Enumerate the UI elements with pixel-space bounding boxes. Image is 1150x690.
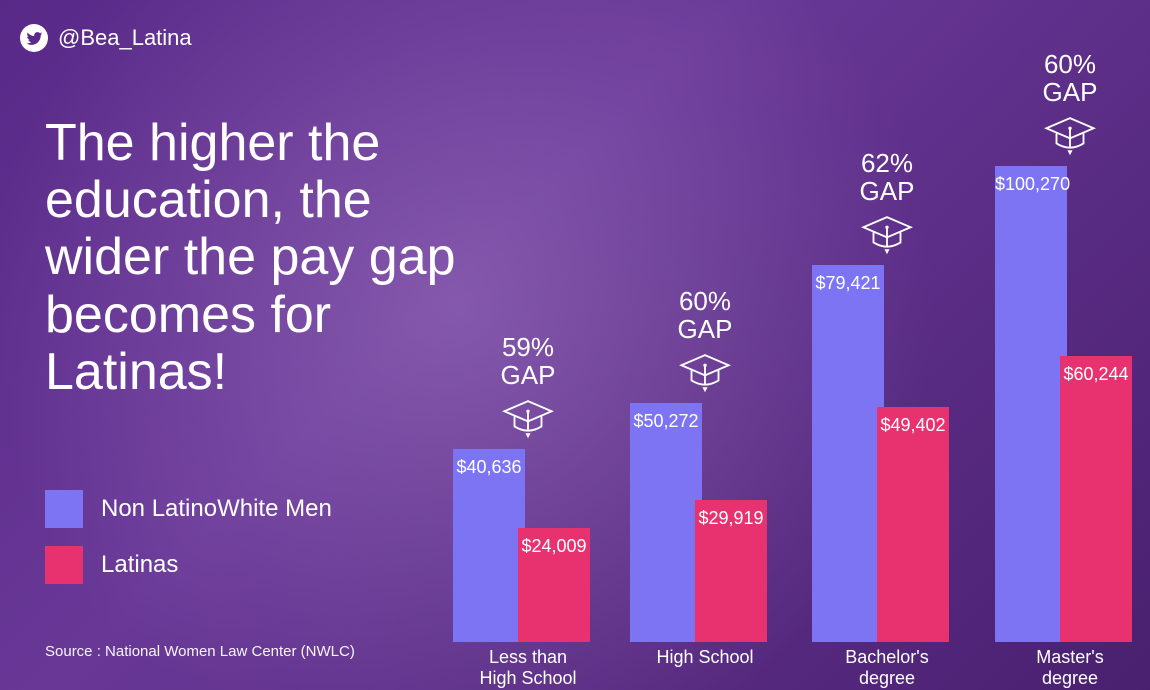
bar-latinas: $29,919 (695, 500, 767, 642)
bar-men: $79,421 (812, 265, 884, 642)
chart-group: 60%GAP$50,272$29,919High School (625, 641, 785, 642)
twitter-icon (20, 24, 48, 52)
bar-value-label: $100,270 (995, 174, 1067, 195)
bar-value-label: $29,919 (695, 508, 767, 529)
bar-latinas: $24,009 (518, 528, 590, 642)
bar-men: $100,270 (995, 166, 1067, 642)
gap-text: 62%GAP (860, 150, 915, 205)
bar-value-label: $50,272 (630, 411, 702, 432)
swatch-latinas (45, 546, 83, 584)
infographic-canvas: @Bea_Latina The higher the education, th… (0, 0, 1150, 690)
legend-label-men: Non LatinoWhite Men (101, 495, 332, 523)
bar-pair: $50,272$29,919 (625, 641, 785, 642)
category-label: Bachelor'sdegree (799, 647, 975, 688)
category-label: Master'sdegree (982, 647, 1150, 688)
bar-value-label: $49,402 (877, 415, 949, 436)
bar-value-label: $79,421 (812, 273, 884, 294)
bar-value-label: $40,636 (453, 457, 525, 478)
bar-latinas: $60,244 (1060, 356, 1132, 642)
headline: The higher the education, the wider the … (45, 115, 465, 401)
bar-men: $50,272 (630, 403, 702, 642)
graduation-cap-icon (678, 349, 732, 395)
legend-label-latinas: Latinas (101, 551, 178, 579)
chart-group: 59%GAP$40,636$24,009Less thanHigh School (448, 641, 608, 642)
bar-pair: $40,636$24,009 (448, 641, 608, 642)
chart-group: 62%GAP$79,421$49,402Bachelor'sdegree (807, 641, 967, 642)
bar-chart: 59%GAP$40,636$24,009Less thanHigh School… (430, 0, 1130, 690)
bar-latinas: $49,402 (877, 407, 949, 642)
category-label: Less thanHigh School (440, 647, 616, 688)
gap-annotation: 62%GAP (807, 150, 967, 257)
legend-item-latinas: Latinas (45, 546, 332, 584)
graduation-cap-icon (860, 211, 914, 257)
legend-item-men: Non LatinoWhite Men (45, 490, 332, 528)
bar-value-label: $24,009 (518, 536, 590, 557)
bar-pair: $79,421$49,402 (807, 641, 967, 642)
gap-annotation: 59%GAP (448, 334, 608, 441)
bar-value-label: $60,244 (1060, 364, 1132, 385)
bar-men: $40,636 (453, 449, 525, 642)
legend: Non LatinoWhite Men Latinas (45, 490, 332, 584)
gap-text: 59%GAP (501, 334, 556, 389)
graduation-cap-icon (501, 395, 555, 441)
gap-annotation: 60%GAP (990, 51, 1150, 158)
twitter-handle-row: @Bea_Latina (20, 24, 192, 52)
twitter-handle: @Bea_Latina (58, 25, 192, 51)
gap-annotation: 60%GAP (625, 288, 785, 395)
chart-group: 60%GAP$100,270$60,244Master'sdegree (990, 641, 1150, 642)
bar-pair: $100,270$60,244 (990, 641, 1150, 642)
source-text: Source : National Women Law Center (NWLC… (45, 643, 355, 660)
swatch-men (45, 490, 83, 528)
category-label: High School (617, 647, 793, 668)
graduation-cap-icon (1043, 112, 1097, 158)
gap-text: 60%GAP (678, 288, 733, 343)
gap-text: 60%GAP (1043, 51, 1098, 106)
